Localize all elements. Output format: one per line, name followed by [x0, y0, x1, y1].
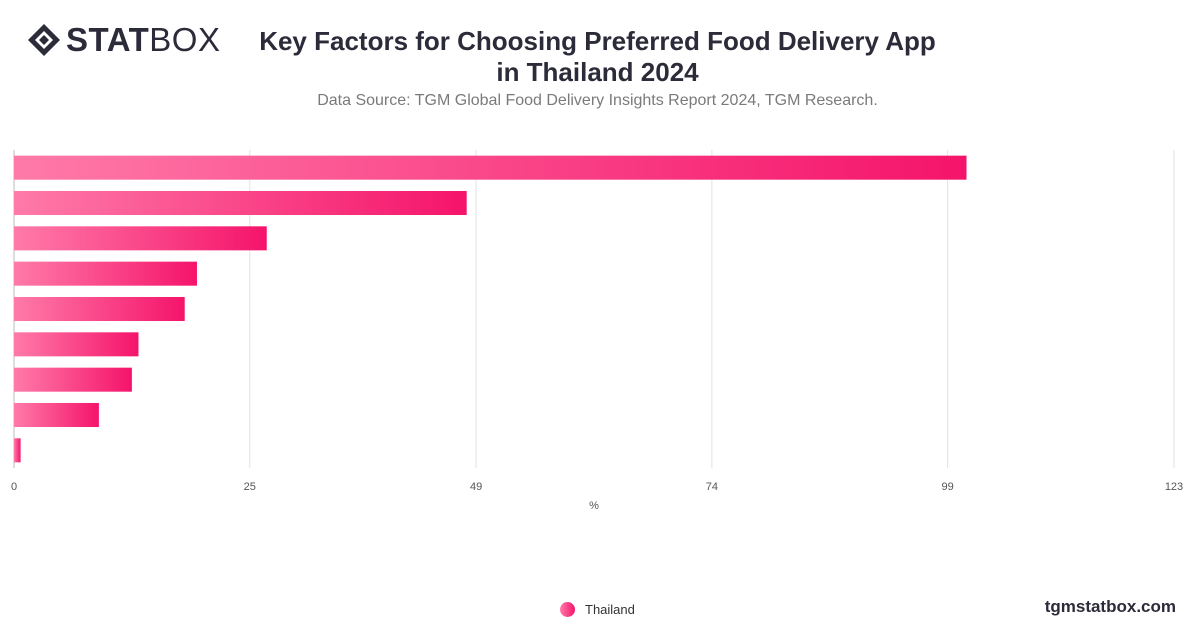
legend[interactable]: Thailand	[560, 602, 635, 617]
x-axis-label: %	[589, 500, 599, 512]
x-tick-label: 99	[942, 481, 954, 493]
bar-group	[14, 155, 967, 463]
bar[interactable]	[14, 402, 99, 428]
bar[interactable]	[14, 226, 267, 251]
x-tick-label: 25	[244, 481, 256, 493]
chart-title-line-1: Key Factors for Choosing Preferred Food …	[259, 26, 936, 56]
brand-logo: STATBOX	[26, 22, 220, 58]
bar[interactable]	[14, 332, 139, 357]
bar[interactable]	[14, 296, 185, 322]
legend-swatch-icon	[560, 602, 575, 617]
x-tick-label: 0	[11, 481, 17, 493]
brand-name-light: BOX	[149, 21, 221, 58]
brand-name-bold: STAT	[66, 21, 150, 58]
bar[interactable]	[14, 190, 467, 216]
diamond-logo-icon	[28, 24, 60, 56]
brand-name: STATBOX	[66, 22, 220, 58]
bar[interactable]	[14, 438, 21, 463]
chart-title-line-2: in Thailand 2024	[496, 57, 699, 87]
x-tick-label: 49	[470, 481, 482, 493]
site-url: tgmstatbox.com	[1044, 597, 1176, 616]
chart-subtitle: Data Source: TGM Global Food Delivery In…	[317, 92, 878, 109]
chart-title: Key Factors for Choosing Preferred Food …	[230, 26, 965, 88]
x-axis-ticks: 0 25 49 74 99 123	[11, 481, 1183, 493]
x-tick-label: 123	[1165, 481, 1183, 493]
bar-chart: 0 25 49 74 99 123 %	[11, 150, 1183, 512]
x-tick-label: 74	[706, 481, 718, 493]
legend-label: Thailand	[585, 602, 635, 617]
bar[interactable]	[14, 155, 967, 180]
bar[interactable]	[14, 367, 132, 392]
bar[interactable]	[14, 261, 197, 286]
